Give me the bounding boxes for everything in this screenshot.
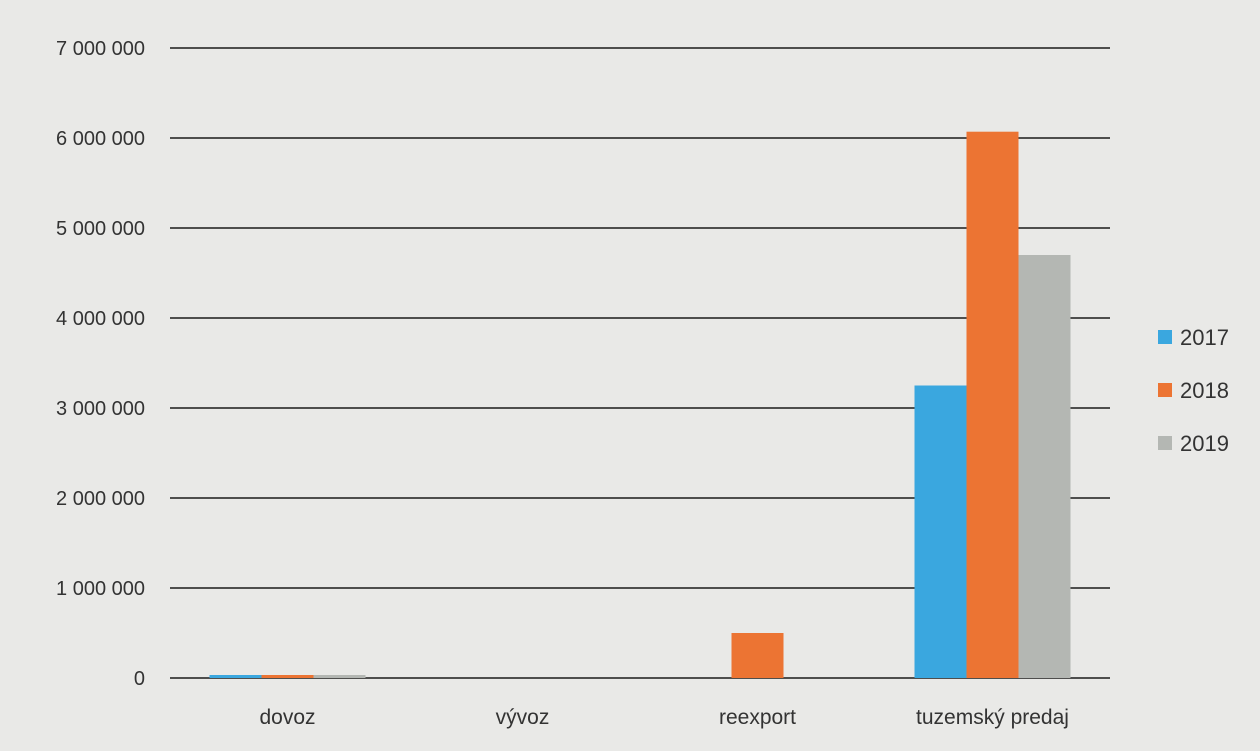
y-axis-tick-labels: 0 1 000 000 2 000 000 3 000 000 4 000 000 5 0…	[56, 38, 145, 690]
bar	[966, 131, 1019, 678]
bar	[209, 675, 262, 678]
legend-swatch	[1158, 436, 1172, 450]
bar	[731, 633, 784, 678]
legend: 2017 2018 2019	[1158, 325, 1229, 456]
bar	[313, 675, 366, 678]
bar	[914, 385, 967, 678]
bar	[1018, 255, 1071, 678]
legend-label: 2018	[1180, 378, 1229, 403]
y-tick-label: 3 000 000	[56, 398, 145, 420]
x-category-label: vývoz	[496, 706, 550, 729]
legend-swatch	[1158, 383, 1172, 397]
y-tick-label: 0	[134, 668, 145, 690]
gridlines	[170, 47, 1110, 679]
x-category-label: reexport	[719, 706, 796, 729]
x-category-label: dovoz	[259, 706, 315, 729]
y-tick-label: 1 000 000	[56, 578, 145, 600]
y-tick-label: 4 000 000	[56, 308, 145, 330]
y-tick-label: 5 000 000	[56, 218, 145, 240]
y-tick-label: 6 000 000	[56, 128, 145, 150]
legend-label: 2019	[1180, 431, 1229, 456]
x-axis-category-labels: dovoz vývoz reexport tuzemský predaj	[259, 706, 1068, 729]
bars	[209, 131, 1071, 678]
y-tick-label: 2 000 000	[56, 488, 145, 510]
y-tick-label: 7 000 000	[56, 38, 145, 60]
legend-swatch	[1158, 330, 1172, 344]
legend-label: 2017	[1180, 325, 1229, 350]
bar	[261, 675, 314, 678]
x-category-label: tuzemský predaj	[916, 706, 1069, 729]
